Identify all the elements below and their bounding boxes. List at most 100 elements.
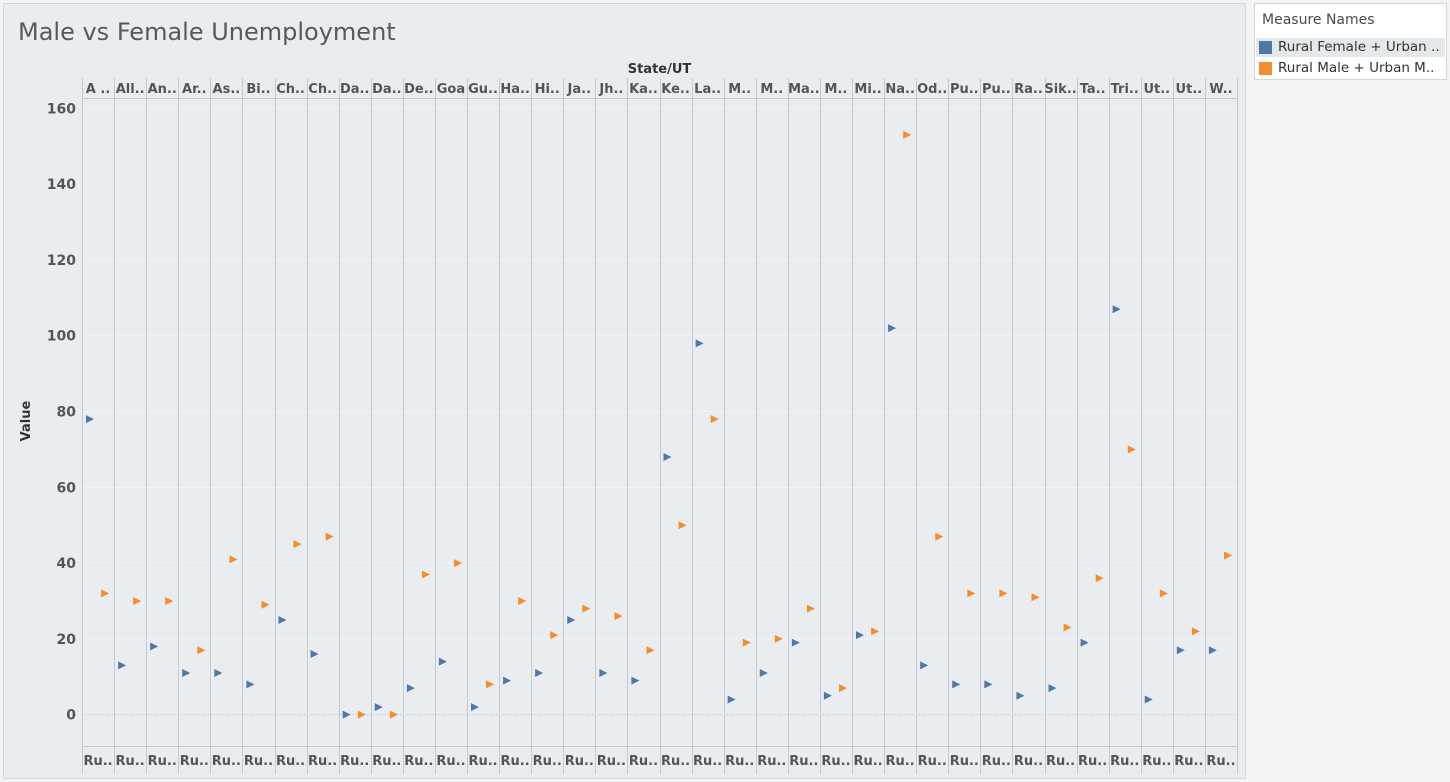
column-header-label: Ha.. [500,82,530,97]
column-footer-label: Ru.. [116,754,145,769]
column-footer-label: Ru.. [693,754,722,769]
column-footer-label: Ru.. [597,754,626,769]
female-marker [342,710,351,719]
female-marker [823,691,832,700]
female-marker [1112,305,1121,314]
male-marker [293,540,302,549]
column-footer-label: Ru.. [1206,754,1235,769]
legend-title: Measure Names [1262,12,1375,28]
female-marker [278,615,287,624]
column-footer-label: Ru.. [821,754,850,769]
x-axis-title: State/UT [628,62,692,77]
column-footer-band [82,746,1237,774]
female-marker [856,631,864,640]
legend-item-male[interactable]: Rural Male + Urban M.. [1256,59,1445,78]
column-header-label: Ch.. [276,82,305,97]
female-marker [438,657,447,666]
legend: Measure Names Rural Female + Urban .. Ru… [1254,3,1447,80]
column-footer-label: Ru.. [1174,754,1203,769]
female-marker [759,669,768,677]
male-marker [839,684,848,693]
male-marker [1191,627,1200,636]
scatter-plot: State/UT Value 0 20 40 60 80 100 120 140 160 A .. Ru… [19,62,1238,774]
column-footer-label: Ru.. [565,754,594,769]
column-header-label: Hi.. [535,82,560,97]
male-marker [518,597,527,605]
male-marker [550,631,559,640]
female-marker [599,669,608,677]
column-header-label: As.. [213,82,241,97]
male-marker [967,589,976,598]
male-marker [133,597,142,605]
male-marker [1095,574,1104,583]
column-footer-label: Ru.. [629,754,658,769]
male-marker [1031,593,1040,602]
male-marker [1224,551,1233,560]
female-marker [374,703,383,712]
column-header-label: Mi.. [854,82,881,97]
male-marker [1063,623,1072,632]
column-footer-label: Ru.. [533,754,562,769]
male-marker [165,597,174,605]
male-marker [646,646,655,655]
male-marker [1159,589,1168,598]
legend-swatch-male [1259,62,1272,75]
column-footer-label: Ru.. [1110,754,1139,769]
male-marker [229,555,238,564]
column-header-label: Ke.. [661,82,690,97]
column-footer-label: Ru.. [83,754,112,769]
column-footer-label: Ru.. [757,754,786,769]
male-marker [710,415,719,424]
column-header-label: Od.. [917,82,947,97]
female-marker [952,680,961,689]
female-marker [1080,638,1089,647]
column-header-label: A .. [86,82,110,97]
legend-item-female[interactable]: Rural Female + Urban .. [1256,38,1445,57]
y-tick-label: 40 [57,556,77,572]
column-footer-label: Ru.. [436,754,465,769]
column-header-label: Ut.. [1176,82,1203,97]
column-footer-label: Ru.. [789,754,818,769]
column-footer-label: Ru.. [276,754,305,769]
column-footer-label: Ru.. [468,754,497,769]
male-marker [261,600,270,609]
column-header-label: Bi.. [246,82,270,97]
female-marker [310,650,319,659]
female-marker [246,680,255,689]
male-marker [903,130,912,139]
female-marker [1176,646,1185,655]
column-footer-label: Ru.. [725,754,754,769]
column-footer-label: Ru.. [1078,754,1107,769]
y-tick-label: 160 [47,101,76,117]
female-marker [791,638,800,647]
female-marker [150,642,159,651]
y-tick-label: 0 [66,708,76,724]
female-marker [86,415,94,424]
male-marker [101,589,110,598]
column-footer-label: Ru.. [1014,754,1043,769]
male-marker [486,680,495,689]
column-header-label: Jh.. [598,82,623,97]
column-header-label: Ka.. [629,82,658,97]
male-marker [325,532,334,541]
female-marker [695,339,704,348]
male-marker [935,532,944,541]
chart-title: Male vs Female Unemployment [18,18,396,46]
column-header-label: All.. [116,82,145,97]
column-header-label: De.. [404,82,434,97]
male-marker [806,604,815,613]
column-header-label: Pu.. [982,82,1011,97]
column-footer-label: Ru.. [918,754,947,769]
legend-swatch-female [1259,41,1272,54]
y-tick-label: 100 [47,329,76,345]
column-footer-label: Ru.. [982,754,1011,769]
male-marker [774,634,783,643]
male-marker [454,559,463,568]
column-header-label: Tri.. [1111,82,1139,97]
female-marker [503,676,512,685]
male-marker [742,638,751,647]
column-header-label: M.. [760,82,783,97]
male-marker [1127,445,1136,454]
column-header-label: Ma.. [788,82,820,97]
column-header-label: M.. [825,82,848,97]
